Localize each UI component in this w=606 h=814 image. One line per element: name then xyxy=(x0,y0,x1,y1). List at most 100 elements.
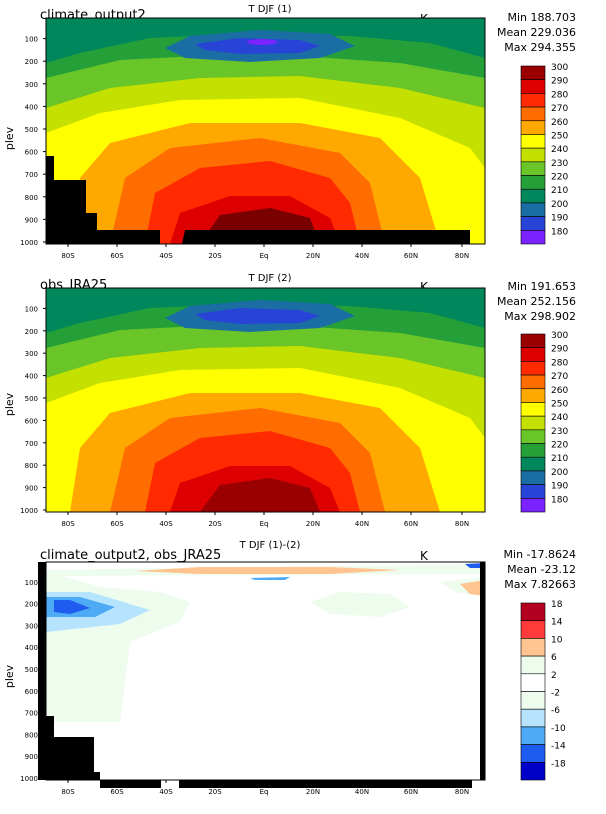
plot-frame xyxy=(45,561,486,781)
colorbar-label: -10 xyxy=(551,724,566,734)
topography-mask xyxy=(46,716,161,788)
colorbar-swatch xyxy=(520,79,546,94)
colorbar-label: 6 xyxy=(551,653,557,663)
colorbar-swatch xyxy=(520,638,546,657)
y-tick-label: 900 xyxy=(25,753,38,761)
colorbar-swatch xyxy=(520,498,546,513)
y-tick-label: 1000 xyxy=(20,775,38,783)
topography-mask xyxy=(179,780,472,788)
colorbar-label: 260 xyxy=(551,386,568,396)
y-tick-label: 200 xyxy=(25,601,38,609)
x-tick-label: 40N xyxy=(355,520,369,528)
field-band-210 xyxy=(46,18,485,63)
colorbar-label: 290 xyxy=(551,345,568,355)
colorbar-label: 190 xyxy=(551,482,568,492)
y-tick-label: 400 xyxy=(25,103,38,111)
colorbar-label: 240 xyxy=(551,413,568,423)
cold-anomaly-small xyxy=(250,577,290,580)
colorbar-label: 210 xyxy=(551,186,568,196)
colorbar-label: 240 xyxy=(551,145,568,155)
colorbar-label: 190 xyxy=(551,214,568,224)
x-tick-label: 20N xyxy=(306,788,320,796)
chart-subtitle: T DJF (1) xyxy=(248,4,292,15)
colorbar-swatch xyxy=(520,443,546,458)
plot-frame xyxy=(45,17,486,245)
y-tick-label: 600 xyxy=(25,688,38,696)
x-tick-label: 60N xyxy=(404,520,418,528)
colorbar-label: 260 xyxy=(551,118,568,128)
warm-anomaly-6-ne xyxy=(460,580,485,596)
colorbar-label: 220 xyxy=(551,173,568,183)
field-band-2-east xyxy=(310,592,410,617)
colorbar-label: 200 xyxy=(551,468,568,478)
colorbar-swatch xyxy=(520,691,546,710)
x-tick-label: 60N xyxy=(404,788,418,796)
right-wall xyxy=(480,562,485,780)
colorbar-swatch xyxy=(520,175,546,190)
x-tick-label: 80S xyxy=(61,520,75,528)
colorbar-swatch xyxy=(520,415,546,431)
colorbar-swatch xyxy=(520,402,546,417)
y-tick-label: 1000 xyxy=(20,507,38,515)
colorbar-label: 200 xyxy=(551,200,568,210)
colorbar-swatch xyxy=(520,655,546,675)
x-tick-label: 20S xyxy=(208,520,222,528)
x-tick-label: 20N xyxy=(306,520,320,528)
y-tick-label: 1000 xyxy=(20,239,38,247)
y-tick-label: 300 xyxy=(25,350,38,358)
colorbar-label: 180 xyxy=(551,227,568,237)
colorbar-label: 300 xyxy=(551,63,568,73)
chart-panel-1: climate_output2 T DJF (1) K Min 188.703 … xyxy=(0,0,606,270)
cold-core-190 xyxy=(195,38,320,54)
colorbar-swatch xyxy=(520,202,546,217)
colorbar-swatch xyxy=(520,93,546,108)
y-tick-label: 300 xyxy=(25,622,38,630)
plot-1: 80S 60S 40S 20S Eq 20N 40N 60N 80N 100 200 300 400 50… xyxy=(20,17,568,260)
colorbar-label: -6 xyxy=(551,706,560,716)
colorbar-swatch xyxy=(520,602,546,622)
plot-frame xyxy=(45,287,486,513)
colorbar-swatch xyxy=(520,673,546,692)
stat-min: Min -17.8624 xyxy=(503,548,576,561)
y-tick-label: 400 xyxy=(25,644,38,652)
y-tick-label: 800 xyxy=(25,462,38,470)
warm-anomaly-6 xyxy=(135,567,400,574)
y-tick-label: 400 xyxy=(25,373,38,381)
colorbar-label: 2 xyxy=(551,671,557,681)
colorbar-swatch xyxy=(520,484,546,499)
stats-box: Min -17.8624 Mean -23.12 Max 7.82663 xyxy=(494,547,576,592)
y-tick-label: 100 xyxy=(25,305,38,313)
y-tick-label: 900 xyxy=(25,485,38,493)
cold-core-190 xyxy=(195,308,320,324)
y-tick-label: 600 xyxy=(25,149,38,157)
colorbar-swatch xyxy=(520,230,546,245)
y-tick-label: 200 xyxy=(25,58,38,66)
colorbar-swatch xyxy=(520,762,546,781)
colorbar-label: 270 xyxy=(551,104,568,114)
stats-box: Min 188.703 Mean 229.036 Max 294.355 xyxy=(494,10,576,55)
y-tick-label: 500 xyxy=(25,395,38,403)
colorbar-swatch xyxy=(520,374,546,390)
x-tick-label: 40S xyxy=(159,788,173,796)
colorbar-swatch xyxy=(520,620,546,639)
x-tick-label: 80N xyxy=(455,520,469,528)
colorbar-label: 220 xyxy=(551,441,568,451)
chart-title: climate_output2, obs_JRA25 xyxy=(40,548,222,563)
colorbar-swatch xyxy=(520,147,546,163)
x-tick-label: Eq xyxy=(260,252,269,260)
x-tick-label: 40S xyxy=(159,520,173,528)
colorbar-swatch xyxy=(520,388,546,403)
colorbar-swatch xyxy=(520,708,546,728)
colorbar-label: 230 xyxy=(551,427,568,437)
colorbar-label: 210 xyxy=(551,454,568,464)
stats-box: Min 191.653 Mean 252.156 Max 298.902 xyxy=(494,279,576,324)
colorbar-label: 290 xyxy=(551,77,568,87)
x-tick-label: 60S xyxy=(110,520,124,528)
x-tick-label: 80N xyxy=(455,252,469,260)
cold-anomaly-14 xyxy=(54,600,90,614)
topography-mask xyxy=(182,230,470,244)
colorbar-swatch xyxy=(520,456,546,472)
field-band-210 xyxy=(46,288,485,333)
chart-subtitle: T DJF (1)-(2) xyxy=(239,540,301,551)
x-tick-label: 20S xyxy=(208,252,222,260)
